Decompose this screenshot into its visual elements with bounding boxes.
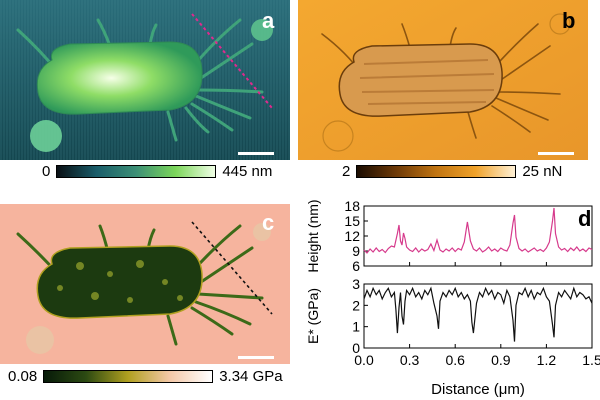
x-tick-label: 0.3 [400,352,420,368]
y-tick-label: 9 [352,243,360,259]
panel-a-label: a [262,8,275,33]
y-tick-label: 1 [352,319,360,335]
panel-b-adhesion-image [298,0,588,160]
colorbar-c: 0.08 3.34 GPa [8,367,283,385]
x-tick-label: 1.5 [582,352,600,368]
colorbar-b-min: 2 [342,162,351,180]
panel-c-label: c [262,210,275,235]
colorbar-c-min: 0.08 [8,367,38,385]
colorbar-c-gradient [43,369,214,383]
x-tick-label: 1.2 [537,352,557,368]
profile-series-line [363,207,593,254]
colorbar-b-max: 25 nN [522,162,563,180]
plot-frame [363,205,593,267]
colorbar-c-max: 3.34 GPa [219,367,283,385]
x-tick-label: 0.6 [445,352,465,368]
y-tick-label: 0 [352,340,360,356]
colorbar-b: 2 25 nN [342,162,562,180]
y-axis-label: Height (nm) [305,199,321,272]
x-tick-label: 0.0 [354,352,374,368]
x-tick-label: 0.9 [491,352,511,368]
panel-b-label: b [562,8,576,33]
y-axis-label: E* (GPa) [305,288,321,344]
y-tick-label: 12 [344,228,360,244]
panel-a-height-image [0,0,290,160]
panel-c-modulus-image [0,204,290,364]
colorbar-a-max: 445 nm [222,162,273,180]
y-tick-label: 2 [352,297,360,313]
y-tick-label: 15 [344,213,360,229]
plot-frame [363,283,593,349]
profile-series-line [363,286,593,342]
colorbar-a: 0 445 nm [42,162,272,180]
panel-d-label: d [578,206,592,231]
profile-line-a [191,13,273,109]
colorbar-a-gradient [56,164,217,178]
colorbar-b-gradient [356,164,517,178]
x-axis-label: Distance (μm) [431,381,525,398]
colorbar-a-min: 0 [42,162,51,180]
y-tick-label: 18 [344,198,360,214]
modulus-profile-chart: 0 1 2 3 0.0 0.3 0.6 0.9 1.2 1.5 E* (GPa) [305,276,600,368]
profile-line-c [191,221,273,315]
y-tick-label: 6 [352,258,360,274]
y-tick-label: 3 [352,276,360,292]
